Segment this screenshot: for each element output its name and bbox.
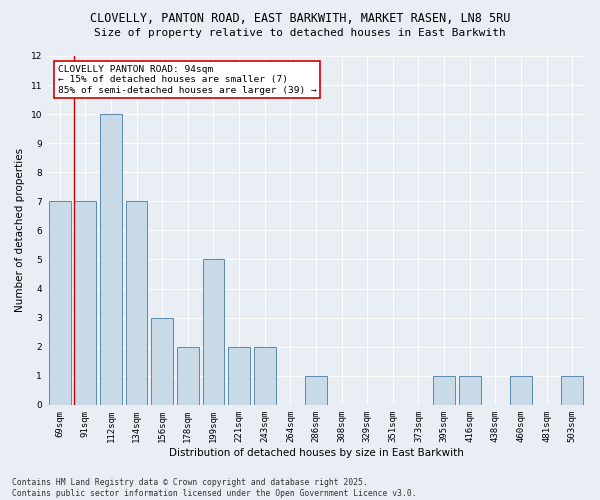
- Text: CLOVELLY, PANTON ROAD, EAST BARKWITH, MARKET RASEN, LN8 5RU: CLOVELLY, PANTON ROAD, EAST BARKWITH, MA…: [90, 12, 510, 26]
- Bar: [100, 114, 122, 405]
- Text: Contains HM Land Registry data © Crown copyright and database right 2025.
Contai: Contains HM Land Registry data © Crown c…: [12, 478, 416, 498]
- Bar: [254, 346, 275, 405]
- Bar: [49, 202, 71, 405]
- Y-axis label: Number of detached properties: Number of detached properties: [15, 148, 25, 312]
- X-axis label: Distribution of detached houses by size in East Barkwith: Distribution of detached houses by size …: [169, 448, 463, 458]
- Bar: [228, 346, 250, 405]
- Bar: [74, 202, 96, 405]
- Bar: [561, 376, 583, 405]
- Bar: [433, 376, 455, 405]
- Bar: [510, 376, 532, 405]
- Bar: [177, 346, 199, 405]
- Bar: [203, 260, 224, 405]
- Text: CLOVELLY PANTON ROAD: 94sqm
← 15% of detached houses are smaller (7)
85% of semi: CLOVELLY PANTON ROAD: 94sqm ← 15% of det…: [58, 64, 316, 94]
- Bar: [459, 376, 481, 405]
- Bar: [151, 318, 173, 405]
- Text: Size of property relative to detached houses in East Barkwith: Size of property relative to detached ho…: [94, 28, 506, 38]
- Bar: [126, 202, 148, 405]
- Bar: [305, 376, 327, 405]
